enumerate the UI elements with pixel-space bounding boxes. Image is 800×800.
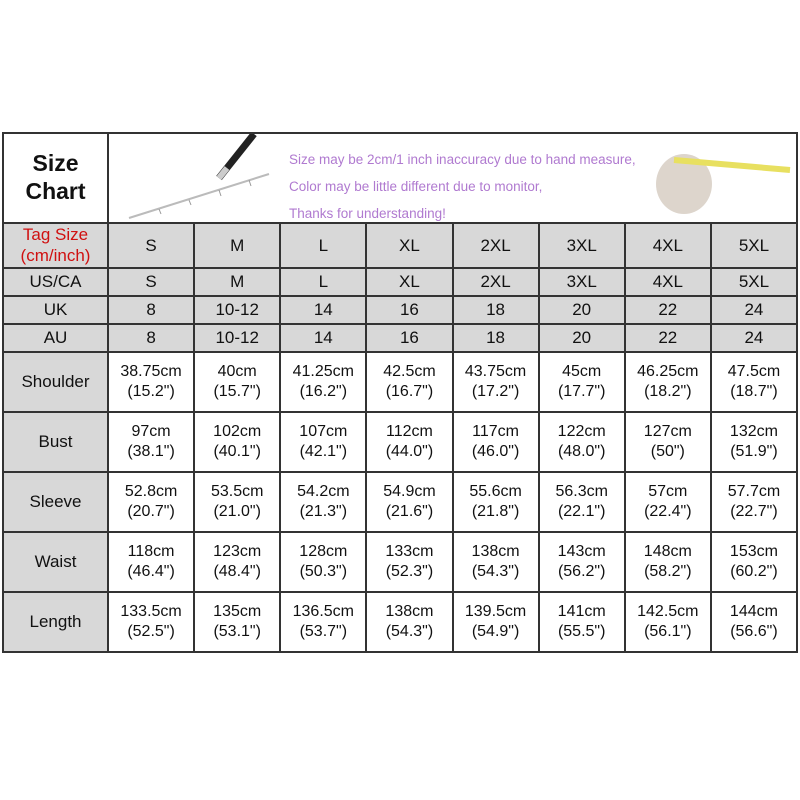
size-cell: 8: [106, 322, 196, 353]
measurement-notes: Size may be 2cm/1 inch inaccuracy due to…: [289, 152, 636, 221]
row-label: AU: [2, 322, 109, 353]
size-cell: 24: [709, 294, 799, 325]
size-cell: 18: [451, 294, 540, 325]
measurement-row: Shoulder 38.75cm (15.2") 40cm (15.7") 41.25cm…: [2, 350, 799, 413]
tag-size-cell: 5XL: [709, 222, 799, 269]
row-label: Bust: [2, 410, 109, 473]
measurement-cell: 135cm (53.1"): [193, 590, 282, 653]
measurement-cell: 138cm (54.3"): [451, 530, 540, 593]
size-cell: 14: [279, 322, 368, 353]
measurement-cell: 133.5cm (52.5"): [106, 590, 196, 653]
tag-size-label: Tag Size (cm/inch): [2, 222, 109, 269]
row-label: UK: [2, 294, 109, 325]
size-cell: 2XL: [451, 266, 540, 297]
measurement-cell: 42.5cm (16.7"): [365, 350, 454, 413]
size-row: UK 8 10-12 14 16 18 20 22 24: [2, 294, 799, 325]
size-cell: 3XL: [537, 266, 626, 297]
measurement-cell: 132cm (51.9"): [709, 410, 799, 473]
size-cell: 18: [451, 322, 540, 353]
size-chart-table: Size Chart Size may be 2cm/1 inch inaccur…: [2, 132, 799, 653]
size-cell: 8: [106, 294, 196, 325]
measurement-cell: 55.6cm (21.8"): [451, 470, 540, 533]
measurement-cell: 43.75cm (17.2"): [451, 350, 540, 413]
tag-size-cell: XL: [365, 222, 454, 269]
tag-size-cell: 4XL: [623, 222, 712, 269]
measurement-cell: 102cm (40.1"): [193, 410, 282, 473]
measurement-cell: 40cm (15.7"): [193, 350, 282, 413]
size-cell: 24: [709, 322, 799, 353]
measurement-cell: 148cm (58.2"): [623, 530, 712, 593]
size-cell: M: [193, 266, 282, 297]
measurement-cell: 122cm (48.0"): [537, 410, 626, 473]
row-label: Length: [2, 590, 109, 653]
measurement-cell: 54.2cm (21.3"): [279, 470, 368, 533]
measurement-cell: 138cm (54.3"): [365, 590, 454, 653]
measurement-cell: 112cm (44.0"): [365, 410, 454, 473]
size-row: US/CA S M L XL 2XL 3XL 4XL 5XL: [2, 266, 799, 297]
tag-size-row: Tag Size (cm/inch) S M L XL 2XL 3XL 4XL 5XL: [2, 222, 799, 269]
tag-size-cell: M: [193, 222, 282, 269]
measurement-cell: 53.5cm (21.0"): [193, 470, 282, 533]
size-cell: L: [279, 266, 368, 297]
measurement-cell: 133cm (52.3"): [365, 530, 454, 593]
size-cell: 10-12: [193, 294, 282, 325]
measurement-cell: 46.25cm (18.2"): [623, 350, 712, 413]
measurement-row: Waist 118cm (46.4") 123cm (48.4") 128cm (50.3"…: [2, 530, 799, 593]
measurement-cell: 136.5cm (53.7"): [279, 590, 368, 653]
row-label: Sleeve: [2, 470, 109, 533]
measurement-row: Bust 97cm (38.1") 102cm (40.1") 107cm (42.1") 1…: [2, 410, 799, 473]
measurement-cell: 45cm (17.7"): [537, 350, 626, 413]
measurement-cell: 107cm (42.1"): [279, 410, 368, 473]
size-chart-title: Size Chart: [2, 132, 109, 224]
ruler-pencil-icon: [128, 134, 270, 219]
tag-size-cell: 3XL: [537, 222, 626, 269]
tag-size-cell: L: [279, 222, 368, 269]
row-label: Waist: [2, 530, 109, 593]
size-cell: 20: [537, 294, 626, 325]
measurement-cell: 118cm (46.4"): [106, 530, 196, 593]
size-cell: XL: [365, 266, 454, 297]
size-cell: 4XL: [623, 266, 712, 297]
measurement-cell: 142.5cm (56.1"): [623, 590, 712, 653]
measurement-cell: 143cm (56.2"): [537, 530, 626, 593]
measurement-cell: 54.9cm (21.6"): [365, 470, 454, 533]
measurement-cell: 97cm (38.1"): [106, 410, 196, 473]
size-cell: 16: [365, 322, 454, 353]
size-cell: S: [106, 266, 196, 297]
measurement-cell: 52.8cm (20.7"): [106, 470, 196, 533]
measurement-row: Length 133.5cm (52.5") 135cm (53.1") 136.5cm(…: [2, 590, 799, 653]
row-label: US/CA: [2, 266, 109, 297]
measurement-cell: 123cm (48.4"): [193, 530, 282, 593]
row-label: Shoulder: [2, 350, 109, 413]
size-row: AU 8 10-12 14 16 18 20 22 24: [2, 322, 799, 353]
measurement-cell: 139.5cm (54.9"): [451, 590, 540, 653]
size-cell: 10-12: [193, 322, 282, 353]
measurement-cell: 57cm (22.4"): [623, 470, 712, 533]
measurement-cell: 41.25cm (16.2"): [279, 350, 368, 413]
measurement-row: Sleeve 52.8cm (20.7") 53.5cm (21.0") 54.2cm (2…: [2, 470, 799, 533]
measurement-cell: 47.5cm (18.7"): [709, 350, 799, 413]
size-cell: 16: [365, 294, 454, 325]
measurement-cell: 38.75cm (15.2"): [106, 350, 196, 413]
size-cell: 22: [623, 294, 712, 325]
measurement-cell: 128cm (50.3"): [279, 530, 368, 593]
size-cell: 22: [623, 322, 712, 353]
size-cell: 5XL: [709, 266, 799, 297]
size-cell: 14: [279, 294, 368, 325]
measurement-cell: 144cm (56.6"): [709, 590, 799, 653]
measurement-cell: 57.7cm (22.7"): [709, 470, 799, 533]
banner: Size may be 2cm/1 inch inaccuracy due to…: [107, 132, 798, 224]
measurement-cell: 117cm (46.0"): [451, 410, 540, 473]
measurement-cell: 127cm (50"): [623, 410, 712, 473]
measurement-cell: 153cm (60.2"): [709, 530, 799, 593]
measurement-cell: 141cm (55.5"): [537, 590, 626, 653]
measurement-cell: 56.3cm (22.1"): [537, 470, 626, 533]
size-cell: 20: [537, 322, 626, 353]
hand-tape-measure-icon: [656, 154, 791, 214]
tag-size-cell: 2XL: [451, 222, 540, 269]
tag-size-cell: S: [106, 222, 196, 269]
